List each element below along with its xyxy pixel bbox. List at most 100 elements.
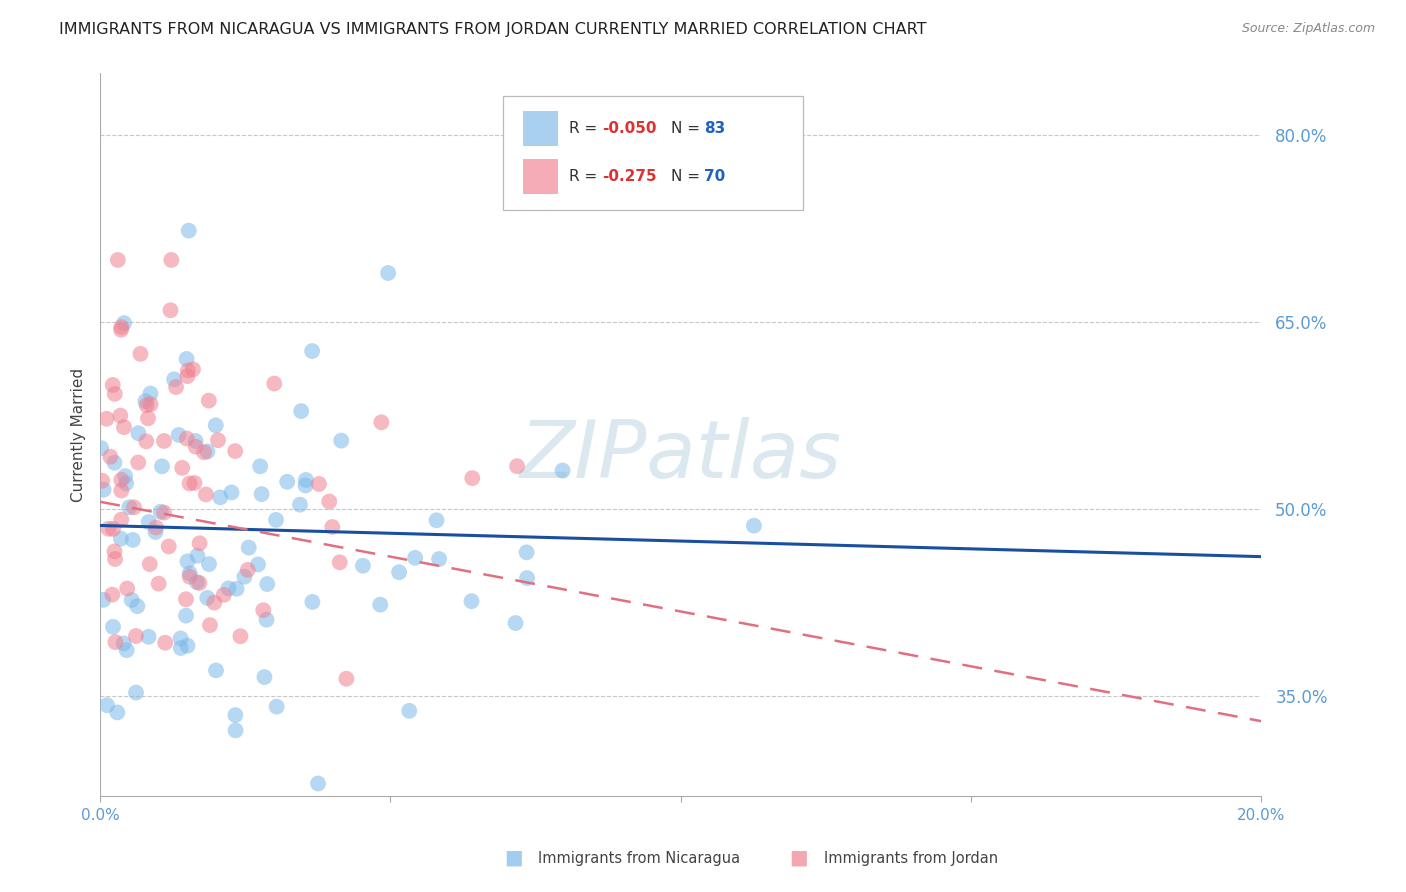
Point	[263, 376, 285, 391]
Point	[110, 409, 132, 423]
Point	[165, 380, 187, 394]
Point	[101, 620, 124, 634]
Point	[212, 588, 235, 602]
Point	[197, 393, 219, 408]
Point	[176, 369, 198, 384]
Point	[153, 636, 176, 650]
Text: -0.275: -0.275	[602, 169, 657, 185]
Point	[104, 552, 127, 566]
Point	[145, 520, 167, 534]
Point	[115, 643, 138, 657]
Point	[135, 398, 157, 412]
Point	[172, 460, 194, 475]
Point	[264, 513, 287, 527]
Point	[224, 708, 246, 723]
Point	[115, 582, 138, 596]
Point	[321, 520, 343, 534]
Text: R =: R =	[569, 121, 602, 136]
Point	[398, 704, 420, 718]
Point	[329, 555, 352, 569]
Point	[209, 491, 232, 505]
Point	[205, 664, 228, 678]
Point	[225, 582, 247, 596]
Text: ▪: ▪	[789, 844, 808, 872]
Point	[160, 252, 183, 267]
Point	[121, 593, 143, 607]
Point	[290, 404, 312, 418]
Point	[256, 577, 278, 591]
Point	[110, 320, 132, 334]
Point	[136, 411, 159, 425]
Point	[138, 630, 160, 644]
Point	[330, 434, 353, 448]
Point	[221, 485, 243, 500]
Point	[207, 433, 229, 447]
Point	[93, 483, 115, 497]
Point	[176, 639, 198, 653]
Point	[112, 420, 135, 434]
Point	[167, 428, 190, 442]
Point	[308, 477, 330, 491]
Point	[307, 776, 329, 790]
Point	[427, 552, 450, 566]
Point	[134, 394, 156, 409]
Point	[110, 513, 132, 527]
Point	[91, 474, 114, 488]
Point	[159, 303, 181, 318]
Point	[135, 434, 157, 449]
Point	[149, 505, 172, 519]
Text: N =: N =	[672, 121, 706, 136]
Bar	[523, 160, 558, 194]
Point	[742, 518, 765, 533]
Point	[104, 387, 127, 401]
Point	[139, 386, 162, 401]
Bar	[523, 112, 558, 146]
Point	[202, 596, 225, 610]
Point	[195, 591, 218, 605]
Point	[121, 533, 143, 547]
Point	[253, 670, 276, 684]
Point	[179, 566, 201, 581]
Point	[114, 469, 136, 483]
Point	[301, 595, 323, 609]
Point	[179, 476, 201, 491]
Point	[218, 582, 240, 596]
Point	[186, 549, 208, 563]
Point	[174, 592, 197, 607]
Point	[256, 613, 278, 627]
Point	[186, 575, 208, 590]
Point	[193, 445, 215, 459]
Text: Immigrants from Nicaragua: Immigrants from Nicaragua	[538, 851, 741, 865]
Text: Source: ZipAtlas.com: Source: ZipAtlas.com	[1241, 22, 1375, 36]
Point	[225, 723, 247, 738]
Point	[148, 576, 170, 591]
Text: 70: 70	[704, 169, 725, 185]
Point	[129, 347, 152, 361]
Point	[91, 592, 114, 607]
Point	[377, 266, 399, 280]
Point	[295, 473, 318, 487]
Point	[318, 494, 340, 508]
Point	[112, 636, 135, 650]
Point	[157, 540, 180, 554]
Point	[127, 426, 149, 441]
Point	[181, 362, 204, 376]
Point	[101, 378, 124, 392]
Point	[177, 363, 200, 377]
Point	[425, 513, 447, 527]
Point	[266, 699, 288, 714]
Point	[110, 323, 132, 337]
Point	[516, 571, 538, 585]
Point	[169, 632, 191, 646]
Point	[127, 455, 149, 469]
Point	[229, 629, 252, 643]
Point	[145, 524, 167, 539]
Point	[97, 522, 120, 536]
Point	[188, 536, 211, 550]
Text: N =: N =	[672, 169, 706, 185]
Point	[198, 557, 221, 571]
Point	[110, 532, 132, 546]
Point	[236, 563, 259, 577]
Point	[115, 476, 138, 491]
Point	[127, 599, 149, 614]
